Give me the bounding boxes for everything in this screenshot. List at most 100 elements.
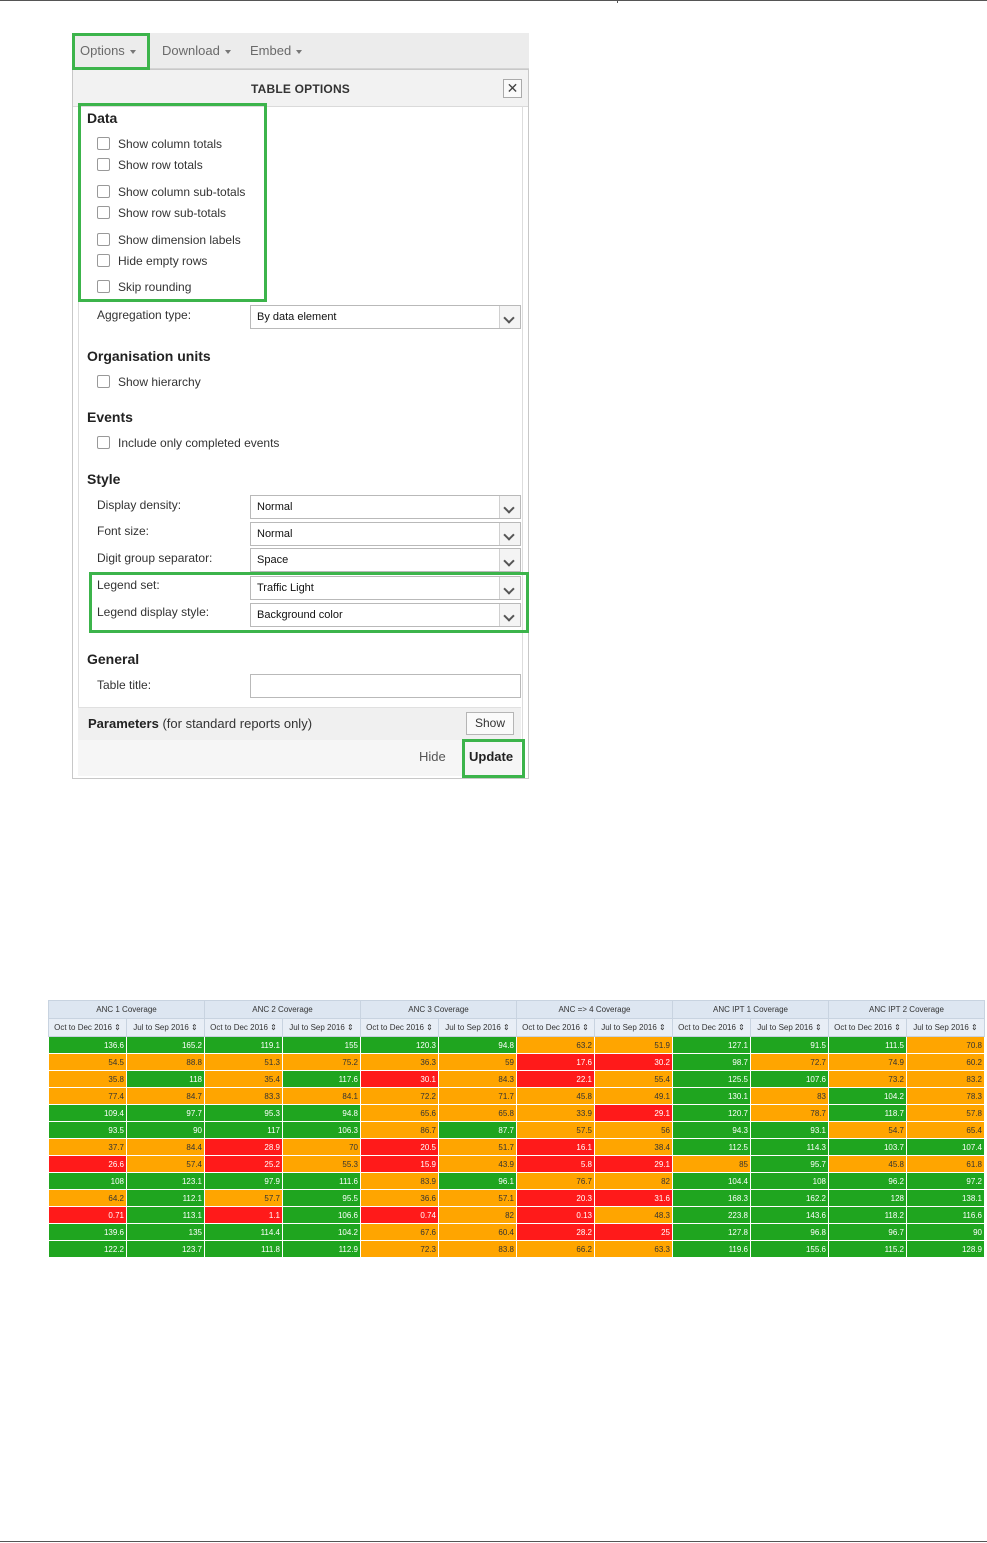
checkbox-box[interactable] <box>97 158 110 172</box>
period-header-sortable[interactable]: Oct to Dec 2016 ⇕ <box>48 1018 127 1037</box>
chevron-down-icon[interactable] <box>499 496 520 518</box>
period-header-sortable[interactable]: Oct to Dec 2016 ⇕ <box>360 1018 439 1037</box>
period-header-sortable[interactable]: Jul to Sep 2016 ⇕ <box>126 1018 205 1037</box>
hide-button[interactable]: Hide <box>419 749 446 764</box>
checkbox-box[interactable] <box>97 254 110 268</box>
checkbox-box[interactable] <box>97 233 110 247</box>
table-cell: 91.5 <box>750 1036 829 1054</box>
table-cell: 67.6 <box>360 1223 439 1241</box>
chevron-down-icon[interactable] <box>499 577 520 599</box>
period-header-sortable[interactable]: Jul to Sep 2016 ⇕ <box>906 1018 985 1037</box>
close-icon[interactable]: ✕ <box>503 79 522 98</box>
table-cell: 125.5 <box>672 1070 751 1088</box>
font-size-select[interactable]: Normal <box>250 522 521 546</box>
section-general-heading: General <box>87 651 140 667</box>
period-header-sortable[interactable]: Jul to Sep 2016 ⇕ <box>282 1018 361 1037</box>
period-header-sortable[interactable]: Jul to Sep 2016 ⇕ <box>594 1018 673 1037</box>
checkbox-hide-empty-rows[interactable]: Hide empty rows <box>97 252 207 270</box>
table-row: 64.2 112.1 57.7 95.5 36.6 57.1 20.3 31.6 168.3 16… <box>48 1189 985 1207</box>
checkbox-show-row-totals[interactable]: Show row totals <box>97 156 203 174</box>
table-cell: 97.9 <box>204 1172 283 1190</box>
table-cell: 30.2 <box>594 1053 673 1071</box>
checkbox-box[interactable] <box>97 280 110 294</box>
legend-display-style-label: Legend display style: <box>97 605 210 619</box>
checkbox-show-column-totals[interactable]: Show column totals <box>97 135 222 153</box>
table-cell: 118.7 <box>828 1104 907 1122</box>
table-cell: 1.1 <box>204 1206 283 1224</box>
table-cell: 22.1 <box>516 1070 595 1088</box>
period-header-sortable[interactable]: Jul to Sep 2016 ⇕ <box>750 1018 829 1037</box>
table-title-input[interactable] <box>250 674 521 698</box>
period-header-sortable[interactable]: Oct to Dec 2016 ⇕ <box>828 1018 907 1037</box>
checkbox-box[interactable] <box>97 137 110 151</box>
download-menu[interactable]: Download <box>162 33 231 68</box>
checkbox-skip-rounding[interactable]: Skip rounding <box>97 278 191 296</box>
show-parameters-button[interactable]: Show <box>466 712 514 735</box>
table-cell: 120.3 <box>360 1036 439 1054</box>
checkbox-show-dimension-labels[interactable]: Show dimension labels <box>97 231 241 249</box>
chevron-down-icon[interactable] <box>499 306 520 328</box>
checkbox-box[interactable] <box>97 206 110 220</box>
table-row: 54.5 88.8 51.3 75.2 36.3 59 17.6 30.2 98.7 72.7 74… <box>48 1053 985 1071</box>
aggregation-type-select[interactable]: By data element <box>250 305 521 329</box>
table-cell: 83 <box>750 1087 829 1105</box>
chevron-down-icon[interactable] <box>499 604 520 626</box>
table-cell: 106.6 <box>282 1206 361 1224</box>
table-cell: 116.6 <box>906 1206 985 1224</box>
options-menu[interactable]: Options <box>80 33 136 68</box>
table-cell: 57.5 <box>516 1121 595 1139</box>
table-cell: 94.8 <box>438 1036 517 1054</box>
checkbox-box[interactable] <box>97 185 110 199</box>
checkbox-show-column-sub-totals[interactable]: Show column sub-totals <box>97 183 245 201</box>
period-header-sortable[interactable]: Jul to Sep 2016 ⇕ <box>438 1018 517 1037</box>
checkbox-box[interactable] <box>97 375 110 389</box>
update-button[interactable]: Update <box>469 749 514 764</box>
table-cell: 85 <box>672 1155 751 1173</box>
font-size-label: Font size: <box>97 524 150 538</box>
chevron-down-icon[interactable] <box>499 549 520 571</box>
period-header-sortable[interactable]: Oct to Dec 2016 ⇕ <box>204 1018 283 1037</box>
chevron-down-icon[interactable] <box>499 523 520 545</box>
table-cell: 74.9 <box>828 1053 907 1071</box>
table-cell: 136.6 <box>48 1036 127 1054</box>
table-cell: 75.2 <box>282 1053 361 1071</box>
menubar: Options Download Embed <box>72 33 529 69</box>
table-cell: 60.4 <box>438 1223 517 1241</box>
table-cell: 57.4 <box>126 1155 205 1173</box>
embed-menu[interactable]: Embed <box>250 33 303 68</box>
legend-set-select[interactable]: Traffic Light <box>250 576 521 600</box>
parameters-note: (for standard reports only) <box>162 716 313 731</box>
display-density-label: Display density: <box>97 498 182 512</box>
table-row: 37.7 84.4 28.9 70 20.5 51.7 16.1 38.4 112.5 114.3… <box>48 1138 985 1156</box>
chevron-down-icon <box>296 49 303 54</box>
table-cell: 30.1 <box>360 1070 439 1088</box>
section-style-heading: Style <box>87 471 121 487</box>
checkbox-show-row-sub-totals[interactable]: Show row sub-totals <box>97 204 226 222</box>
table-cell: 0.71 <box>48 1206 127 1224</box>
table-cell: 56 <box>594 1121 673 1139</box>
table-cell: 107.6 <box>750 1070 829 1088</box>
period-header-sortable[interactable]: Oct to Dec 2016 ⇕ <box>672 1018 751 1037</box>
legend-display-style-select[interactable]: Background color <box>250 603 521 627</box>
period-header-sortable[interactable]: Oct to Dec 2016 ⇕ <box>516 1018 595 1037</box>
table-cell: 114.4 <box>204 1223 283 1241</box>
table-cell: 29.1 <box>594 1104 673 1122</box>
column-group-header: ANC => 4 Coverage <box>516 1000 673 1019</box>
display-density-select[interactable]: Normal <box>250 495 521 519</box>
column-group-header: ANC 3 Coverage <box>360 1000 517 1019</box>
checkbox-show-hierarchy[interactable]: Show hierarchy <box>97 373 201 391</box>
chevron-down-icon <box>224 49 231 54</box>
table-cell: 108 <box>48 1172 127 1190</box>
checkbox-include-completed-events[interactable]: Include only completed events <box>97 434 279 452</box>
digit-group-separator-select[interactable]: Space <box>250 548 521 572</box>
table-cell: 95.5 <box>282 1189 361 1207</box>
table-options-dialog: TABLE OPTIONS ✕ <box>72 69 529 779</box>
checkbox-box[interactable] <box>97 436 110 450</box>
table-row: 0.71 113.1 1.1 106.6 0.74 82 0.13 48.3 223.8 143.… <box>48 1206 985 1224</box>
table-cell: 28.2 <box>516 1223 595 1241</box>
table-cell: 66.2 <box>516 1240 595 1258</box>
table-cell: 97.2 <box>906 1172 985 1190</box>
table-cell: 95.3 <box>204 1104 283 1122</box>
checkbox-label: Skip rounding <box>118 280 192 294</box>
table-cell: 28.9 <box>204 1138 283 1156</box>
